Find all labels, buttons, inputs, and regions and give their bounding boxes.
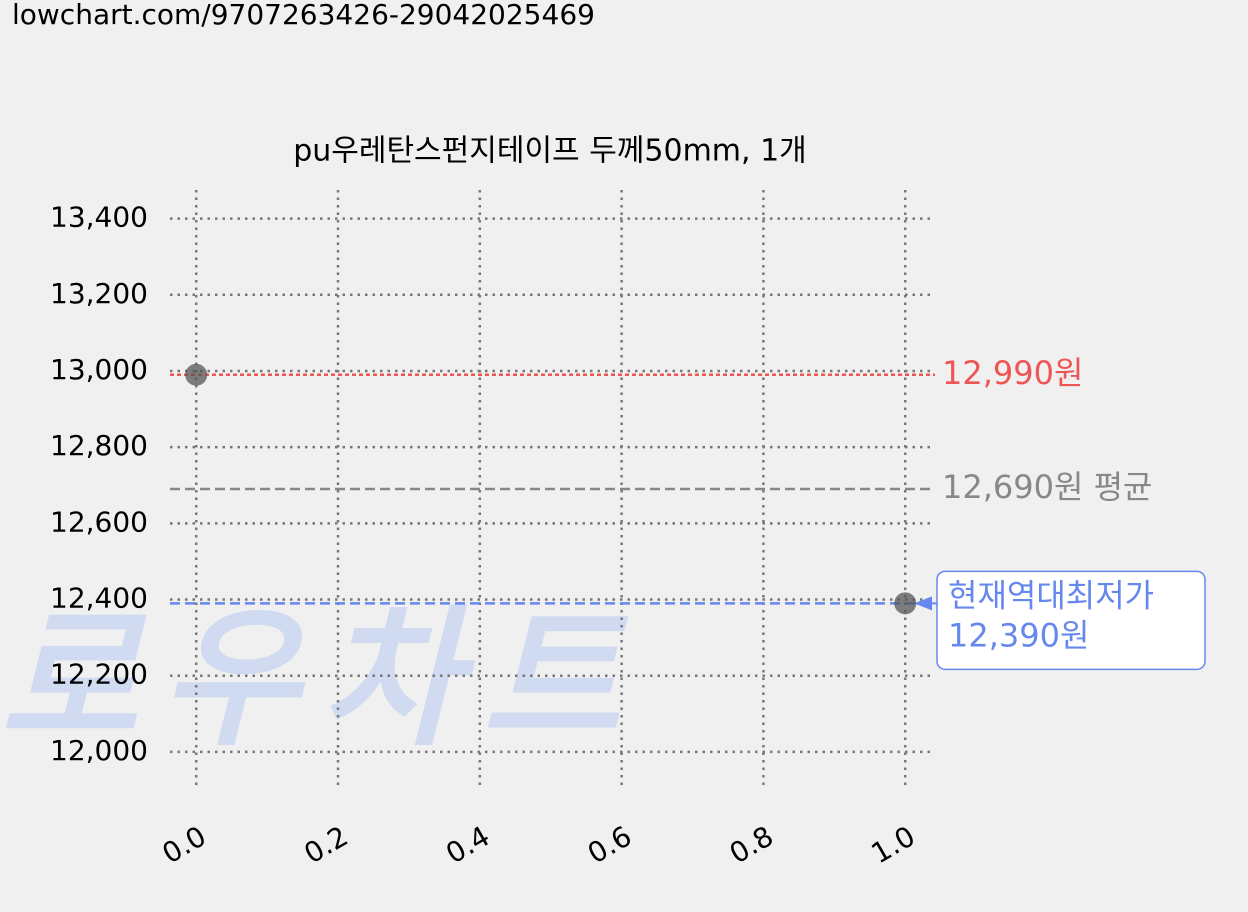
x-tick-label: 0.2 bbox=[298, 819, 353, 870]
y-tick-label: 13,400 bbox=[50, 201, 148, 234]
url: lowchart.com/9707263426-29042025469 bbox=[12, 0, 595, 31]
annotation-box bbox=[936, 570, 1206, 671]
x-tick-label: 0.4 bbox=[440, 819, 495, 870]
annotation-arrowhead bbox=[914, 596, 932, 611]
x-tick-label: 0.6 bbox=[582, 819, 637, 870]
y-tick-label: 12,200 bbox=[50, 658, 148, 691]
annotation-label: 12,690원 평균 bbox=[942, 468, 1152, 506]
y-tick-label: 12,800 bbox=[50, 429, 148, 462]
y-tick-label: 13,200 bbox=[50, 277, 148, 310]
x-tick-label: 1.0 bbox=[866, 819, 921, 870]
annotation-label: 12,390원 bbox=[948, 616, 1089, 654]
marker bbox=[894, 592, 917, 615]
x-tick-label: 0.8 bbox=[724, 819, 779, 870]
y-tick-label: 12,000 bbox=[50, 734, 148, 767]
annotation-label: 12,990원 bbox=[942, 354, 1083, 392]
x-tick-label: 0.0 bbox=[157, 819, 212, 870]
chart-title: pu우레탄스펀지테이프 두께50mm, 1개 bbox=[293, 134, 807, 169]
y-tick-label: 13,000 bbox=[50, 353, 148, 386]
y-tick-label: 12,400 bbox=[50, 582, 148, 615]
y-tick-label: 12,600 bbox=[50, 505, 148, 538]
annotation-note: 현재역대최저가 bbox=[948, 576, 1154, 614]
marker bbox=[185, 363, 208, 386]
